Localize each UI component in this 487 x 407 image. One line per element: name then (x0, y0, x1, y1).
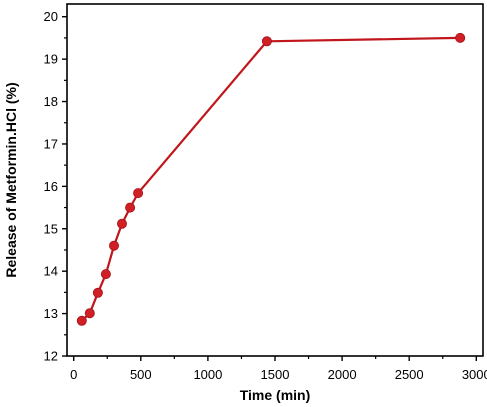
y-tick-label: 15 (44, 221, 58, 236)
x-tick-label: 2000 (328, 367, 357, 382)
y-axis-title: Release of Metformin.HCl (%) (3, 82, 19, 277)
y-tick-label: 17 (44, 136, 58, 151)
data-point (133, 188, 144, 199)
x-tick-label: 1000 (193, 367, 222, 382)
y-tick-label: 19 (44, 52, 58, 67)
y-tick-label: 14 (44, 264, 58, 279)
data-point (84, 308, 95, 319)
x-tick-label: 2500 (395, 367, 424, 382)
axes-layer: 0 500 1000 1500 2000 2500 3000 12 13 14 15 16 17 18 19… (44, 3, 487, 382)
y-tick-label: 16 (44, 179, 58, 194)
y-tick-label: 13 (44, 306, 58, 321)
data-point (125, 202, 136, 213)
x-tick-label: 3000 (462, 367, 487, 382)
data-point (117, 218, 128, 229)
data-point (109, 240, 120, 251)
y-tick-label: 12 (44, 349, 58, 364)
y-tick-label: 18 (44, 94, 58, 109)
x-axis-title: Time (min) (240, 387, 311, 403)
data-point (455, 32, 466, 43)
data-point (76, 315, 87, 326)
x-tick-label: 1500 (261, 367, 290, 382)
data-point (92, 287, 103, 298)
plot-layer (76, 32, 466, 326)
plot-frame (66, 3, 484, 357)
data-point (100, 269, 111, 280)
y-tick-label: 20 (44, 9, 58, 24)
series-line-0 (81, 36, 461, 322)
data-point (261, 36, 272, 47)
x-tick-label: 0 (70, 367, 77, 382)
x-tick-label: 500 (130, 367, 152, 382)
